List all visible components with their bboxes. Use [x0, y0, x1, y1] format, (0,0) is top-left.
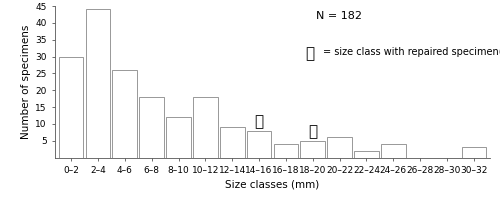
Bar — [274, 144, 298, 158]
Bar — [166, 117, 191, 158]
Text: ★: ★ — [308, 125, 318, 139]
Bar — [86, 9, 110, 158]
Text: ★: ★ — [254, 115, 264, 129]
Y-axis label: Number of specimens: Number of specimens — [21, 25, 31, 139]
Bar — [220, 127, 244, 158]
Bar — [112, 70, 137, 158]
Bar — [193, 97, 218, 158]
Bar — [59, 57, 84, 158]
Text: N = 182: N = 182 — [316, 11, 362, 21]
Bar — [328, 137, 352, 158]
Bar — [462, 147, 486, 158]
Bar — [300, 141, 325, 158]
Bar — [354, 151, 379, 158]
Text: ★: ★ — [305, 47, 314, 61]
Bar — [246, 131, 272, 158]
Bar — [140, 97, 164, 158]
Bar — [381, 144, 406, 158]
Text: = size class with repaired specimen(s): = size class with repaired specimen(s) — [322, 47, 500, 57]
X-axis label: Size classes (mm): Size classes (mm) — [226, 179, 320, 189]
